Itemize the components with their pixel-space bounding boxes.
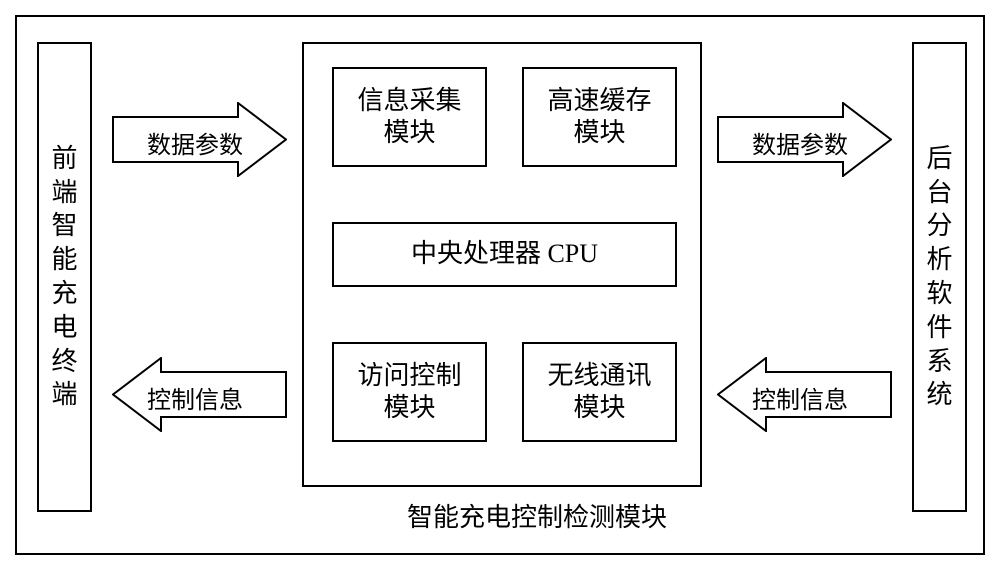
label: 高速缓存模块 (547, 85, 651, 150)
text: 后 (926, 142, 952, 176)
text: 统 (926, 378, 952, 412)
text: 电 (51, 311, 77, 345)
text: 端 (51, 378, 77, 412)
label: 无线通讯模块 (547, 360, 651, 425)
label: 访问控制模块 (357, 360, 461, 425)
info-collect-module: 信息采集模块 (332, 67, 487, 167)
frontend-terminal-box: 前 端 智 能 充 电 终 端 (37, 42, 92, 512)
backend-software-box: 后 台 分 析 软 件 系 统 (912, 42, 967, 512)
text: 分 (926, 209, 952, 243)
cache-module: 高速缓存模块 (522, 67, 677, 167)
center-caption: 智能充电控制检测模块 (407, 497, 667, 534)
text: 智 (51, 209, 77, 243)
arrow-label: 控制信息 (147, 380, 243, 415)
diagram-canvas: 前 端 智 能 充 电 终 端 后 台 分 析 软 件 系 统 信息采集模块 高… (15, 15, 985, 555)
text: 前 (51, 142, 77, 176)
text: 析 (926, 243, 952, 277)
text: 端 (51, 176, 77, 210)
wireless-module: 无线通讯模块 (522, 342, 677, 442)
arrow-label: 数据参数 (147, 125, 243, 160)
label: 中央处理器 CPU (411, 238, 598, 271)
text: 能 (51, 243, 77, 277)
arrow-label: 数据参数 (752, 125, 848, 160)
access-control-module: 访问控制模块 (332, 342, 487, 442)
text: 台 (926, 176, 952, 210)
arrow-label: 控制信息 (752, 380, 848, 415)
text: 件 (926, 311, 952, 345)
label: 信息采集模块 (357, 85, 461, 150)
text: 软 (926, 277, 952, 311)
cpu-module: 中央处理器 CPU (332, 222, 677, 287)
text: 系 (926, 345, 952, 379)
text: 终 (51, 345, 77, 379)
text: 充 (51, 277, 77, 311)
